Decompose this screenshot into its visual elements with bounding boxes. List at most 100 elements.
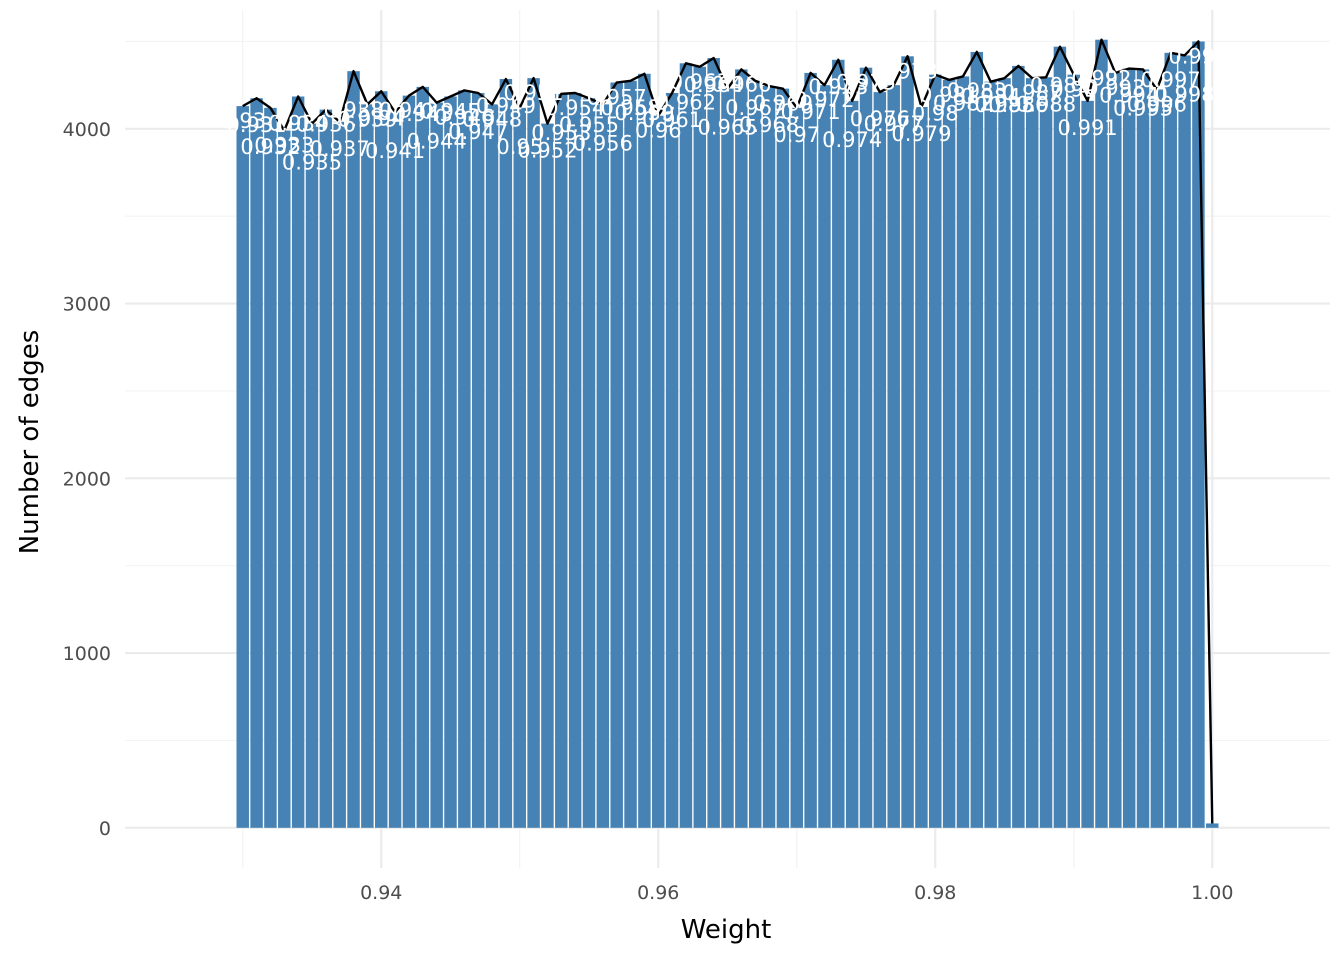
bar [582, 98, 596, 828]
bar [236, 106, 249, 828]
bar [499, 79, 513, 828]
data-label: 0.966 [711, 72, 771, 96]
data-label: 0.932 [240, 135, 300, 159]
bar [804, 72, 817, 828]
data-label: 0.98 [912, 102, 959, 126]
data-label: 0.967 [725, 96, 785, 120]
bar [319, 109, 333, 828]
x-tick-label: 1.00 [1191, 882, 1233, 904]
bar [305, 123, 319, 828]
data-label: 0.949 [476, 94, 536, 118]
bar [1095, 39, 1108, 828]
data-label: 0.944 [407, 130, 467, 154]
data-label: 0.939 [337, 107, 397, 131]
data-label: 0.971 [781, 100, 841, 124]
data-label: 0.983 [947, 79, 1007, 103]
bar [485, 104, 499, 828]
bar [818, 85, 831, 828]
data-label: 0.956 [573, 131, 633, 155]
data-label: 0.959 [614, 101, 674, 125]
data-label: 0.989 [1030, 74, 1090, 98]
data-label: 0.974 [822, 128, 882, 152]
bar [471, 93, 485, 828]
bar [624, 80, 637, 828]
data-label: 0.985 [974, 93, 1034, 117]
data-label: 0.97 [773, 123, 820, 147]
bar [998, 78, 1011, 828]
bar [762, 86, 776, 828]
data-label: 0.952 [517, 139, 577, 163]
bar [278, 130, 291, 828]
bar [845, 100, 859, 828]
data-label: 0.943 [393, 102, 453, 126]
bar [1053, 46, 1067, 828]
bar [610, 82, 623, 828]
data-label: 0.984 [961, 85, 1021, 109]
data-label: 0.988 [1016, 92, 1076, 116]
bar [873, 92, 887, 828]
bar [707, 58, 720, 828]
data-label: 0.998 [1155, 82, 1215, 106]
bar [375, 91, 388, 828]
bar [444, 96, 457, 828]
data-label: 0.987 [1002, 81, 1062, 105]
data-label: 0.934 [268, 111, 328, 135]
data-label: 0.975 [836, 71, 896, 95]
bar [568, 93, 582, 828]
bar [1012, 65, 1025, 828]
data-label: 0.993 [1085, 76, 1145, 100]
bar [596, 104, 610, 828]
bar [748, 80, 762, 828]
bar [915, 106, 928, 828]
bar [1150, 89, 1164, 828]
data-label: 0.938 [323, 98, 383, 122]
count-line-group [242, 38, 1214, 824]
bar [1039, 77, 1053, 828]
data-label: 0.957 [587, 86, 647, 110]
bar [1206, 823, 1219, 828]
bar [513, 107, 526, 828]
y-tick-label: 0 [99, 818, 111, 840]
data-label: 0.941 [365, 139, 425, 163]
bar [1136, 69, 1150, 828]
bar [887, 85, 900, 828]
bar [1067, 74, 1080, 828]
data-label: 0.953 [531, 121, 591, 145]
bars-group [236, 39, 1219, 828]
bar [347, 71, 360, 828]
data-label: 0.951 [504, 81, 564, 105]
bar [679, 63, 693, 828]
data-label: 0.942 [379, 99, 439, 123]
data-label: 0.996 [1127, 93, 1187, 117]
x-tick-label: 0.96 [637, 882, 679, 904]
data-label: 0.946 [434, 105, 494, 129]
data-label: 0.969 [753, 92, 813, 116]
data-label: 0.94 [358, 106, 405, 130]
data-label: 0.976 [850, 107, 910, 131]
y-axis-ticks: 0 1000 2000 3000 4000 [63, 119, 111, 840]
data-label: 0.972 [794, 88, 854, 112]
data-label: 0.935 [282, 151, 342, 175]
data-label: 0.994 [1099, 84, 1159, 108]
x-axis-title: Weight [681, 915, 772, 945]
bar [735, 69, 748, 828]
data-label: 0.955 [559, 113, 619, 137]
y-tick-label: 3000 [63, 294, 111, 316]
bar [859, 67, 873, 828]
data-label: 0.992 [1071, 67, 1131, 91]
y-axis-title: Number of edges [15, 330, 45, 555]
data-label: 0.999 [1168, 44, 1228, 68]
y-tick-label: 1000 [63, 643, 111, 665]
y-tick-label: 2000 [63, 468, 111, 490]
data-label: 0.958 [600, 96, 660, 120]
data-label: 0.982 [933, 91, 993, 115]
bar [1192, 41, 1205, 828]
bar [929, 74, 942, 828]
bar [1122, 68, 1136, 828]
bar [1178, 55, 1191, 828]
bar [555, 93, 568, 828]
data-label: 0.945 [420, 99, 480, 123]
data-label: 0.93 [219, 109, 266, 133]
bar [527, 78, 540, 828]
